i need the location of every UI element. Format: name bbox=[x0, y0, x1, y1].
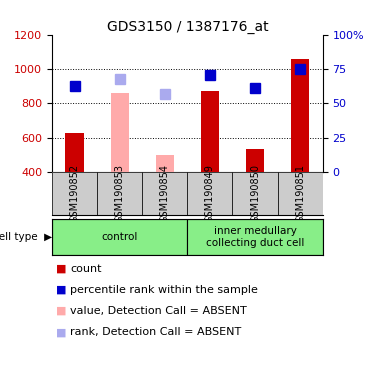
Text: GSM190850: GSM190850 bbox=[250, 164, 260, 223]
Text: count: count bbox=[70, 264, 102, 274]
Text: control: control bbox=[101, 232, 138, 242]
Text: GSM190851: GSM190851 bbox=[295, 164, 305, 223]
Bar bbox=[142, 172, 187, 215]
Text: value, Detection Call = ABSENT: value, Detection Call = ABSENT bbox=[70, 306, 247, 316]
Text: ■: ■ bbox=[56, 285, 66, 295]
Title: GDS3150 / 1387176_at: GDS3150 / 1387176_at bbox=[106, 20, 268, 33]
Text: ■: ■ bbox=[56, 264, 66, 274]
Bar bbox=[246, 149, 264, 172]
Text: ■: ■ bbox=[56, 306, 66, 316]
Text: rank, Detection Call = ABSENT: rank, Detection Call = ABSENT bbox=[70, 327, 242, 337]
Text: GSM190852: GSM190852 bbox=[69, 164, 79, 223]
Text: GSM190854: GSM190854 bbox=[160, 164, 170, 223]
Bar bbox=[187, 172, 233, 215]
Bar bbox=[291, 60, 309, 172]
Bar bbox=[233, 172, 278, 215]
Bar bbox=[156, 155, 174, 172]
Text: cell type  ▶: cell type ▶ bbox=[0, 232, 52, 242]
Text: GSM190849: GSM190849 bbox=[205, 164, 215, 223]
Text: GSM190853: GSM190853 bbox=[115, 164, 125, 223]
Bar bbox=[66, 132, 83, 172]
Bar bbox=[278, 172, 323, 215]
Bar bbox=[52, 219, 187, 255]
Bar bbox=[52, 172, 97, 215]
Bar bbox=[97, 172, 142, 215]
Bar bbox=[187, 219, 323, 255]
Text: ■: ■ bbox=[56, 327, 66, 337]
Text: inner medullary
collecting duct cell: inner medullary collecting duct cell bbox=[206, 226, 304, 248]
Bar bbox=[201, 91, 219, 172]
Text: percentile rank within the sample: percentile rank within the sample bbox=[70, 285, 258, 295]
Bar bbox=[111, 93, 129, 172]
